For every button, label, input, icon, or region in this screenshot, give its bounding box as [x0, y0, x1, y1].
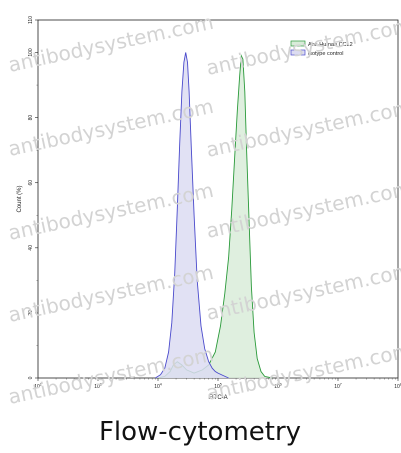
y-tick-label: 20 [28, 310, 34, 316]
y-tick-label: 60 [28, 180, 34, 186]
legend-swatch-anti-human-ccl2 [290, 40, 306, 47]
y-tick-label: 0 [28, 376, 34, 379]
x-axis-label: FITC-A [208, 395, 227, 401]
y-axis-label: Count (%) [17, 185, 23, 212]
x-tick-label: 106 [274, 383, 282, 391]
x-tick-label: 103 [94, 383, 102, 391]
figure-caption: Flow-cytometry [99, 417, 301, 447]
legend-swatch-isotype-control [290, 49, 306, 56]
y-tick-label: 40 [28, 245, 34, 251]
legend-label-isotype-control: isotype control [308, 51, 343, 57]
legend-label-anti-human-ccl2: Anti-Human CCL2 [308, 42, 353, 48]
x-tick-label: 102 [34, 383, 42, 391]
series-layer [155, 52, 273, 379]
axes-layer: 102 103 104 105 106 107 108 0 20 40 60 80 100 110 [28, 16, 401, 390]
x-tick-label: 105 [214, 383, 222, 391]
y-tick-label: 110 [28, 16, 34, 24]
y-tick-label: 100 [28, 48, 34, 57]
series-area-anti-human-ccl2 [158, 55, 273, 379]
legend: Anti-Human CCL2 isotype control [290, 40, 353, 57]
x-tick-label: 104 [154, 383, 162, 391]
plot-area [37, 19, 399, 379]
y-tick-label: 80 [28, 115, 34, 121]
series-line-isotype-control [155, 52, 229, 379]
x-tick-label: 108 [394, 383, 401, 391]
x-tick-label: 107 [334, 383, 342, 391]
